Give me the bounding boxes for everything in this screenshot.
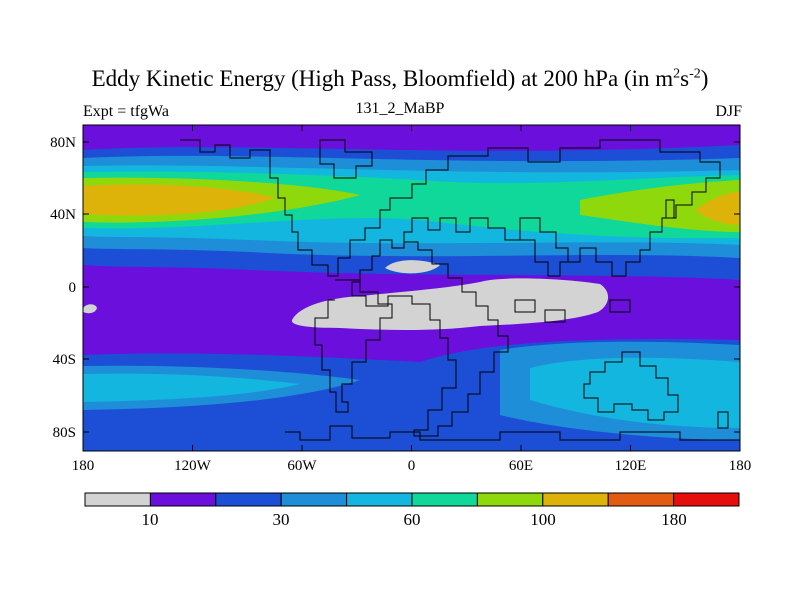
y-tick-labels: 80N 40N 0 40S 80S xyxy=(50,135,76,441)
coast-islands xyxy=(514,299,631,323)
x-axis-ticks xyxy=(82,125,741,451)
colorbar-swatch xyxy=(476,492,544,507)
y-tick-label: 80S xyxy=(53,425,76,441)
nh-jet-level6 xyxy=(83,184,275,216)
map-title: Eddy Kinetic Energy (High Pass, Bloomfie… xyxy=(91,66,709,91)
coast-north-america xyxy=(180,139,400,277)
x-tick-label: 120E xyxy=(615,458,647,474)
contour-field xyxy=(83,125,740,451)
x-tick-label: 0 xyxy=(408,458,416,474)
colorbar-labels: 10 30 60 100 180 xyxy=(142,510,687,529)
x-tick-label: 120W xyxy=(174,458,212,474)
colorbar-label: 30 xyxy=(273,510,290,529)
sh-storm-level3b xyxy=(530,357,740,428)
x-tick-label: 180 xyxy=(72,458,95,474)
coast-japan xyxy=(665,199,675,219)
x-tick-label: 60W xyxy=(287,458,317,474)
y-tick-label: 0 xyxy=(69,280,77,296)
coast-south-america xyxy=(314,279,393,413)
colorbar-swatch xyxy=(84,492,151,507)
colorbar-swatch xyxy=(542,492,609,507)
coast-australia xyxy=(583,351,679,421)
x-tick-label: 60E xyxy=(509,458,533,474)
coast-greenland xyxy=(319,139,373,179)
x-tick-label: 180 xyxy=(729,458,752,474)
colorbar-label: 60 xyxy=(404,510,421,529)
colorbar-label: 100 xyxy=(530,510,556,529)
coast-africa xyxy=(351,241,509,437)
y-tick-label: 40S xyxy=(53,352,76,368)
nh-jet-level5b xyxy=(580,180,740,232)
colorbar-swatch xyxy=(149,492,217,507)
coast-antarctica xyxy=(285,425,740,441)
colorbar-swatch xyxy=(215,492,282,507)
tropical-low-west xyxy=(83,304,97,314)
colorbar-swatch xyxy=(673,492,740,507)
colorbar-label: 10 xyxy=(142,510,159,529)
tropical-low-main xyxy=(291,278,609,330)
colorbar-swatch xyxy=(607,492,675,507)
tropical-low-small xyxy=(385,260,440,274)
y-tick-label: 80N xyxy=(50,135,76,151)
nh-jet-level6b xyxy=(695,192,740,225)
colorbar-swatch xyxy=(411,492,478,507)
x-tick-labels: 180 120W 60W 0 60E 120E 180 xyxy=(72,458,752,474)
run-label: 131_2_MaBP xyxy=(355,100,445,117)
colorbar xyxy=(84,492,740,507)
y-axis-ticks xyxy=(83,141,740,433)
colorbar-swatch xyxy=(280,492,348,507)
y-tick-label: 40N xyxy=(50,207,76,223)
season-label: DJF xyxy=(715,103,742,120)
coastlines xyxy=(180,139,740,441)
experiment-label: Expt = tfgWa xyxy=(83,103,169,120)
coast-india xyxy=(520,239,572,277)
coast-eurasia xyxy=(379,139,721,277)
coast-new-zealand xyxy=(717,411,729,429)
sh-storm-level3 xyxy=(83,373,300,402)
colorbar-swatch xyxy=(346,492,413,507)
colorbar-label: 180 xyxy=(661,510,687,529)
